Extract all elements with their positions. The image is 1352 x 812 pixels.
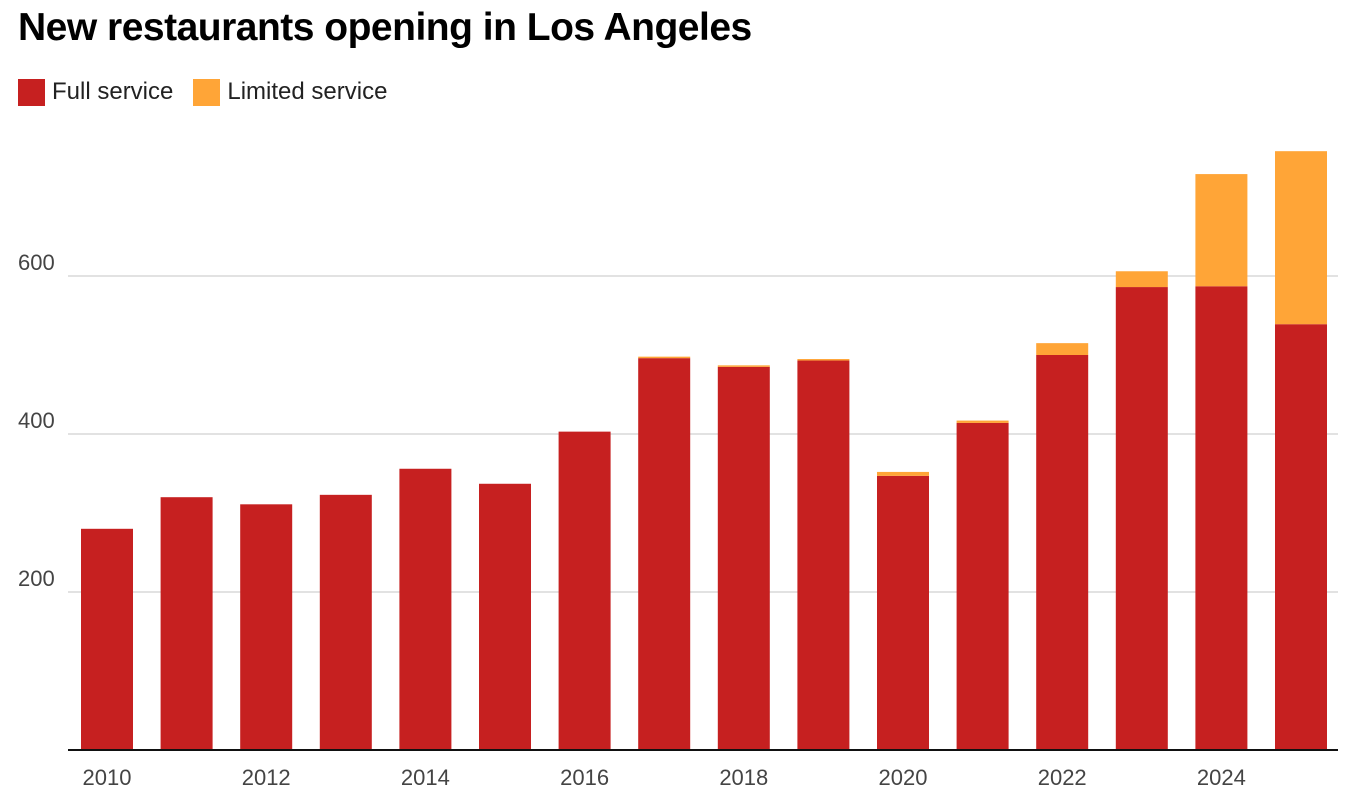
bar-2020-limited-service: [877, 471, 929, 476]
y-tick-label-200: 200: [18, 566, 55, 591]
bar-2022-full-service: [1036, 355, 1089, 750]
axes: 200 400 600 2010 2012 2014 2016 2018 2020 2022 202…: [18, 250, 1338, 790]
bar-2025-limited-service: [1275, 151, 1327, 325]
x-tick-label-2014: 2014: [401, 765, 450, 790]
chart-title: New restaurants opening in Los Angeles: [18, 6, 752, 49]
bar-2025-full-service: [1275, 324, 1327, 750]
legend-swatch-full-service: [18, 78, 45, 106]
x-tick-label-2022: 2022: [1038, 765, 1087, 790]
bar-2023-full-service: [1115, 287, 1168, 750]
x-tick-label-2010: 2010: [83, 765, 132, 790]
bar-2019-limited-service: [797, 359, 850, 361]
legend-label-full-service: Full service: [52, 78, 174, 105]
bar-2012-full-service: [240, 504, 293, 750]
bar-2023-limited-service: [1115, 271, 1168, 288]
bar-2018-full-service: [717, 366, 770, 750]
legend-label-limited-service: Limited service: [227, 78, 388, 105]
legend-item-full-service: Full service: [18, 78, 173, 106]
legend-item-limited-service: Limited service: [193, 78, 387, 106]
bar-2014-full-service: [399, 468, 452, 750]
x-tick-label-2012: 2012: [242, 765, 291, 790]
x-tick-label-2024: 2024: [1197, 765, 1246, 790]
x-tick-label-2018: 2018: [719, 765, 768, 790]
bar-2010-full-service: [81, 528, 133, 750]
bar-2019-full-service: [797, 360, 850, 750]
bar-2013-full-service: [319, 494, 372, 750]
bar-2020-full-service: [877, 475, 929, 750]
bars: [81, 151, 1327, 750]
x-tick-label-2016: 2016: [560, 765, 609, 790]
bar-2024-limited-service: [1195, 174, 1248, 287]
bar-2024-full-service: [1195, 286, 1248, 750]
bar-2015-full-service: [479, 483, 531, 750]
bar-2017-full-service: [638, 358, 691, 750]
bar-2021-limited-service: [956, 420, 1009, 423]
bar-2011-full-service: [160, 497, 213, 750]
bar-2017-limited-service: [638, 356, 691, 359]
y-tick-label-400: 400: [18, 408, 55, 433]
y-tick-label-600: 600: [18, 250, 55, 275]
bar-2022-limited-service: [1036, 343, 1089, 355]
bar-2016-full-service: [558, 431, 611, 750]
bar-2018-limited-service: [717, 365, 770, 367]
bar-2021-full-service: [956, 422, 1009, 750]
x-tick-label-2020: 2020: [879, 765, 928, 790]
legend-swatch-limited-service: [193, 78, 221, 106]
legend: Full service Limited service: [18, 78, 387, 106]
